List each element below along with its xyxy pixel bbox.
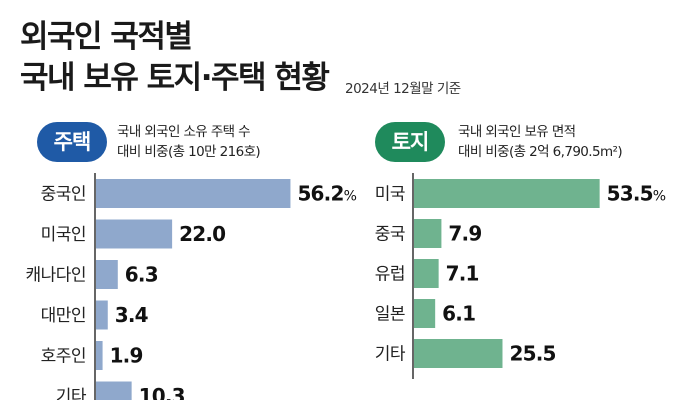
land-category-label: 중국 (375, 225, 405, 245)
land-badge: 토지 (375, 122, 445, 162)
land-value-label: 25.5 (509, 342, 555, 366)
land-category-label: 미국 (375, 185, 405, 205)
land-bar (414, 219, 442, 248)
housing-value-label: 6.3 (125, 263, 158, 287)
land-unit-label: % (653, 189, 666, 205)
land-value-label: 6.1 (442, 302, 475, 326)
housing-category-label: 호주인 (41, 347, 86, 367)
housing-desc-line2: 대비 비중(총 10만 216호) (117, 144, 261, 160)
chart-title-line2: 국내 보유 토지·주택 현황 (20, 60, 330, 96)
land-value-label: 53.5% (607, 182, 666, 206)
land-desc-line2: 대비 비중(총 2억 6,790.5m²) (458, 144, 623, 160)
land-category-label: 기타 (375, 345, 406, 365)
housing-bar (96, 381, 132, 400)
as-of-date: 2024년 12월말 기준 (345, 81, 461, 97)
housing-category-label: 캐나다인 (25, 266, 86, 286)
housing-category-label: 중국인 (41, 185, 86, 205)
housing-value-label: 56.2% (297, 182, 356, 206)
land-value-label: 7.1 (446, 262, 479, 286)
housing-category-label: 대만인 (41, 306, 86, 326)
housing-bar (96, 260, 118, 289)
land-bar (414, 339, 503, 368)
housing-bar (96, 300, 108, 330)
land-description: 국내 외국인 보유 면적 대비 비중(총 2억 6,790.5m²) (458, 122, 623, 162)
land-category-label: 유럽 (375, 265, 405, 285)
housing-value-label: 22.0 (179, 222, 225, 246)
housing-description: 국내 외국인 소유 주택 수 대비 비중(총 10만 216호) (117, 122, 261, 162)
land-value-label: 7.9 (448, 222, 481, 246)
housing-desc-line1: 국내 외국인 소유 주택 수 (117, 124, 251, 140)
land-desc-line1: 국내 외국인 보유 면적 (458, 124, 576, 140)
land-bar (414, 299, 436, 328)
housing-category-label: 미국인 (41, 225, 86, 245)
chart-title-line1: 외국인 국적별 (20, 19, 193, 55)
housing-value-label: 10.3 (139, 384, 185, 400)
housing-category-label: 기타 (56, 387, 87, 400)
land-bar (414, 259, 439, 288)
housing-badge: 주택 (37, 122, 107, 162)
land-bar (414, 179, 600, 208)
housing-bar (96, 179, 291, 208)
housing-value-label: 3.4 (115, 303, 148, 327)
housing-value-label: 1.9 (110, 344, 143, 368)
housing-unit-label: % (344, 189, 357, 205)
housing-bar (96, 219, 173, 249)
land-category-label: 일본 (375, 305, 405, 325)
housing-bar (96, 341, 103, 370)
